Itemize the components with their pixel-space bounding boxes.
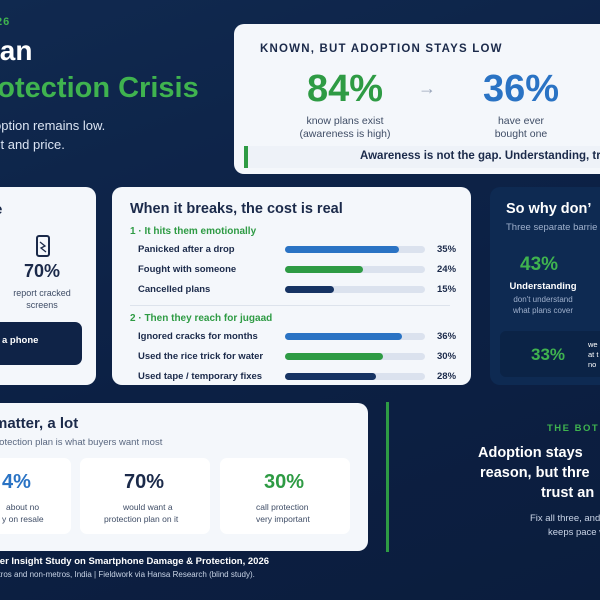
understanding-label: Understanding bbox=[509, 281, 577, 292]
understanding-caption-1: don't understand bbox=[513, 295, 573, 304]
known-banner: Awareness is not the gap. Understanding,… bbox=[244, 146, 600, 168]
stat-pct: 70% bbox=[124, 471, 165, 493]
cost-bar-fill bbox=[285, 353, 383, 360]
cost-bar-track bbox=[285, 246, 425, 253]
page-title-line2: rotection Crisis bbox=[0, 72, 199, 104]
arrow-right-icon: → bbox=[418, 78, 436, 98]
footer-source: ner Insight Study on Smartphone Damage &… bbox=[0, 556, 270, 567]
stat-pct: 30% bbox=[264, 471, 305, 493]
cost-section-2: 2 · Then they reach for jugaad bbox=[130, 313, 273, 324]
cost-row-label: Ignored cracks for months bbox=[138, 331, 258, 342]
stat-caption-1: would want a bbox=[123, 502, 173, 512]
trust-barrier-pct: 33% bbox=[531, 345, 566, 364]
cost-row-value: 30% bbox=[437, 351, 457, 362]
trust-barrier-box: 33% we at t no bbox=[500, 331, 600, 377]
trust-barrier-text-1: we bbox=[588, 340, 598, 349]
cracked-caption-2: screens bbox=[26, 300, 58, 310]
stat-caption-2: protection plan on it bbox=[104, 514, 179, 524]
report-year: 26 bbox=[0, 16, 11, 28]
cracked-screens-pct: 70% bbox=[24, 261, 61, 281]
stat-box-want-plan: 70% would want a protection plan on it bbox=[80, 458, 210, 534]
cost-card: When it breaks, the cost is real 1 · It … bbox=[112, 187, 471, 385]
known-card-title: KNOWN, BUT ADOPTION STAYS LOW bbox=[260, 43, 503, 55]
cost-row-label: Used tape / temporary fixes bbox=[138, 371, 263, 382]
cost-row-label: Fought with someone bbox=[138, 264, 237, 275]
cost-bar-fill bbox=[285, 266, 364, 273]
bottom-line-label: THE BOT bbox=[547, 423, 600, 434]
bottom-heading-1: Adoption stays bbox=[478, 445, 583, 461]
awareness-pct: 84% bbox=[306, 68, 384, 110]
adoption-caption-2: bought one bbox=[494, 128, 548, 140]
phone-icon bbox=[36, 235, 50, 257]
matter-card-subtitle: rotection plan is what buyers want most bbox=[0, 437, 163, 448]
why-card: So why don’ Three separate barrie 43% Un… bbox=[490, 187, 600, 385]
cost-section-1: 1 · It hits them emotionally bbox=[130, 226, 257, 237]
matter-card-title: matter, a lot bbox=[0, 415, 79, 432]
cost-card-title: When it breaks, the cost is real bbox=[130, 201, 343, 217]
cost-row-value: 24% bbox=[437, 264, 457, 275]
stat-pct: 4% bbox=[2, 471, 31, 493]
why-card-subtitle: Three separate barrie bbox=[506, 222, 598, 233]
cost-row-value: 36% bbox=[437, 331, 457, 342]
known-banner-text: Awareness is not the gap. Understanding,… bbox=[360, 150, 600, 162]
damage-card-title: e bbox=[0, 201, 2, 218]
understanding-caption-2: what plans cover bbox=[512, 306, 574, 315]
phone-callout-text: a phone bbox=[2, 335, 39, 346]
stat-box-resale: 4% about no y on resale bbox=[0, 458, 71, 534]
cost-bar-track bbox=[285, 373, 425, 380]
cost-divider bbox=[130, 305, 450, 306]
phone-callout: a phone bbox=[0, 322, 82, 365]
adoption-pct: 36% bbox=[482, 68, 560, 110]
trust-barrier-text-2: at t bbox=[588, 350, 599, 359]
trust-barrier-text-3: no bbox=[588, 360, 597, 369]
matter-card: matter, a lot rotection plan is what buy… bbox=[0, 403, 368, 551]
bottom-heading-2: reason, but thre bbox=[480, 465, 590, 481]
cost-row-value: 35% bbox=[437, 244, 457, 255]
cost-row-value: 28% bbox=[437, 371, 457, 382]
cost-bar-fill bbox=[285, 246, 399, 253]
bottom-caption-1: Fix all three, and bbox=[530, 513, 600, 524]
cost-bar-track bbox=[285, 333, 425, 340]
awareness-caption-1: know plans exist bbox=[306, 115, 384, 127]
bottom-heading-3: trust an bbox=[541, 485, 595, 501]
cost-bar-fill bbox=[285, 286, 334, 293]
cost-bar-fill bbox=[285, 333, 403, 340]
cost-bar-track bbox=[285, 266, 425, 273]
cost-row-label: Cancelled plans bbox=[138, 284, 211, 295]
cost-bar-fill bbox=[285, 373, 377, 380]
bottom-line-accent bbox=[386, 402, 389, 552]
stat-caption-1: about no bbox=[6, 502, 40, 512]
understanding-pct: 43% bbox=[520, 254, 559, 275]
stat-caption-1: call protection bbox=[256, 502, 309, 512]
cost-row-value: 15% bbox=[437, 284, 457, 295]
cracked-caption-1: report cracked bbox=[13, 288, 71, 298]
page-subtitle-line1: option remains low. bbox=[0, 118, 106, 133]
stat-box-very-important: 30% call protection very important bbox=[220, 458, 350, 534]
stat-caption-2: y on resale bbox=[2, 514, 44, 524]
cost-bar-track bbox=[285, 286, 425, 293]
stat-caption-2: very important bbox=[256, 514, 310, 524]
cost-row-label: Used the rice trick for water bbox=[138, 351, 264, 362]
cost-bar-track bbox=[285, 353, 425, 360]
cost-row-label: Panicked after a drop bbox=[138, 244, 235, 255]
awareness-caption-2: (awareness is high) bbox=[299, 128, 391, 140]
bottom-caption-2: keeps pace with bbox=[548, 527, 600, 538]
footer-method: etros and non-metros, India | Fieldwork … bbox=[0, 570, 255, 579]
damage-card: e 70% report cracked screens a phone bbox=[0, 187, 96, 385]
adoption-caption-1: have ever bbox=[497, 115, 545, 127]
page-title-line1: ian bbox=[0, 35, 33, 66]
page-subtitle-line2: st and price. bbox=[0, 137, 65, 152]
why-card-title: So why don’ bbox=[506, 201, 592, 217]
known-card: KNOWN, BUT ADOPTION STAYS LOW 84% know p… bbox=[234, 24, 600, 174]
